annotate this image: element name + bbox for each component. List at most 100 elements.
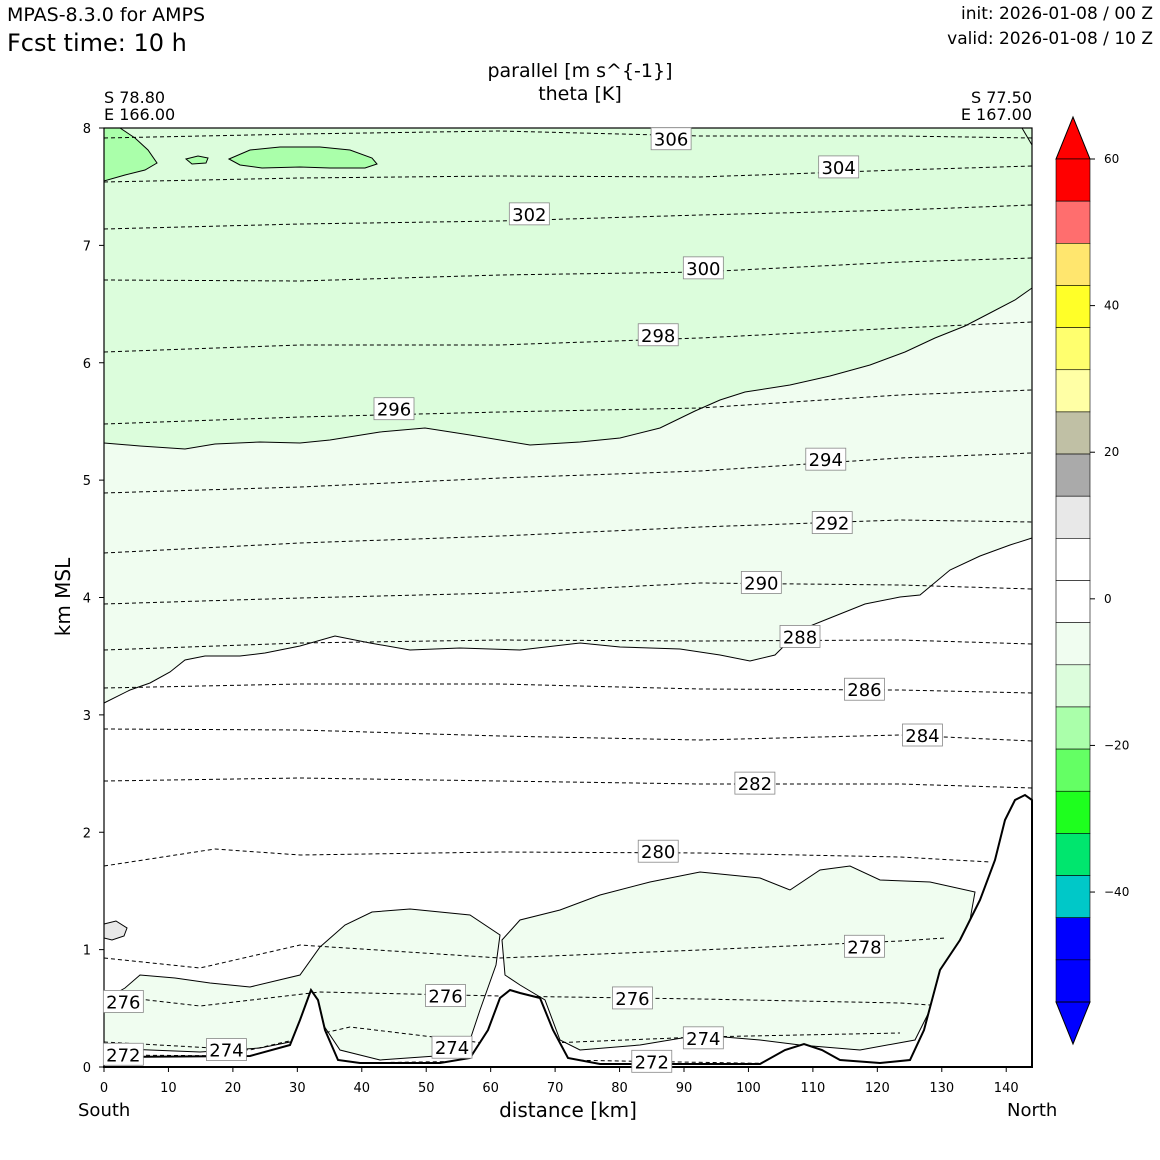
- theta-label-286: 286: [844, 677, 885, 701]
- colorbar-segment: [1055, 453, 1091, 497]
- colorbar-segment: [1055, 875, 1091, 918]
- forecast-time: Fcst time: 10 h: [7, 29, 187, 57]
- wind-contour-lines: [103, 127, 1033, 704]
- theta-label-282: 282: [734, 771, 776, 795]
- theta-label-box: [637, 839, 679, 863]
- x-tick-label: 30: [289, 1081, 306, 1096]
- theta-label-text: 296: [377, 400, 411, 421]
- chart-subtitle: theta [K]: [538, 83, 622, 105]
- theta-line-306: [103, 130, 1033, 139]
- left-endpoint-coordinates: S 78.80 E 166.00: [104, 89, 175, 123]
- theta-label-box: [508, 202, 550, 226]
- theta-contour-labels: 306 304 302 300 298 296 294 292 290 288 286 284 282 2…: [102, 127, 943, 1073]
- colorbar-segment: [1055, 243, 1091, 286]
- right-endpoint-lat: S 77.50: [970, 88, 1032, 107]
- theta-label-text: 290: [744, 573, 778, 594]
- theta-label-296: 296: [373, 397, 415, 421]
- theta-label-304: 304: [818, 155, 860, 179]
- x-tick-label: 140: [994, 1081, 1019, 1096]
- theta-label-box: [682, 1026, 724, 1050]
- right-endpoint-coordinates: S 77.50 E 167.00: [961, 89, 1032, 123]
- theta-label-276: 276: [425, 984, 466, 1008]
- x-tick-label: 10: [160, 1081, 177, 1096]
- theta-label-box: [373, 397, 415, 421]
- theta-label-274: 274: [206, 1038, 247, 1062]
- colorbar-segment: [1055, 790, 1091, 834]
- theta-line-302: [103, 204, 1033, 230]
- theta-line-290: [103, 582, 1033, 605]
- y-tick-label: 4: [83, 592, 91, 607]
- x-tick-label: 100: [736, 1081, 761, 1096]
- theta-line-286: [103, 683, 1033, 694]
- theta-label-text: 276: [428, 987, 462, 1008]
- theta-label-302: 302: [508, 202, 550, 226]
- colorbar-segment: [1055, 833, 1091, 876]
- terrain-outline: [103, 793, 1033, 1068]
- y-axis-label: km MSL: [51, 557, 75, 636]
- colorbar-segment: [1055, 200, 1091, 244]
- theta-line-278: [103, 937, 946, 969]
- colorbar-segment: [1055, 285, 1091, 328]
- wind-contour-upper-boundary: [103, 287, 1033, 450]
- theta-label-text: 284: [905, 726, 939, 747]
- colorbar-segment: [1055, 664, 1091, 708]
- theta-line-296: [103, 389, 1033, 425]
- colorbar-segment: [1055, 327, 1091, 371]
- x-tick-label: 20: [225, 1081, 242, 1096]
- theta-label-text: 298: [641, 326, 675, 347]
- y-tick-label: 1: [83, 944, 91, 959]
- wind-contour-top-right: [1021, 127, 1033, 146]
- y-tick-label: 0: [83, 1061, 91, 1076]
- colorbar-segment: [1055, 748, 1091, 792]
- theta-label-box: [818, 155, 860, 179]
- colorbar-top-arrow: [1055, 115, 1091, 160]
- x-tick-label: 130: [929, 1081, 954, 1096]
- theta-label-box: [650, 127, 692, 151]
- theta-line-280: [103, 848, 991, 867]
- colorbar-segment: [1055, 411, 1091, 455]
- theta-line-292: [103, 519, 1033, 554]
- right-endpoint-lon: E 167.00: [960, 105, 1032, 124]
- theta-label-box: [844, 677, 885, 701]
- theta-label-box: [206, 1038, 247, 1061]
- theta-label-278: 278: [844, 934, 885, 958]
- colorbar: 60 40 20 0 −20 −40: [1055, 115, 1129, 1046]
- theta-label-box: [902, 723, 943, 747]
- chart-title: parallel [m s^{-1}]: [487, 60, 673, 82]
- theta-label-box: [637, 323, 679, 347]
- colorbar-segment: [1055, 495, 1091, 539]
- y-tick-label: 8: [83, 122, 91, 137]
- theta-label-text: 282: [738, 774, 772, 795]
- theta-label-text: 276: [615, 989, 649, 1010]
- theta-label-box: [612, 986, 653, 1010]
- theta-label-box: [102, 1042, 144, 1066]
- fill-region-upper-dark: [104, 128, 1032, 449]
- colorbar-tick-label: −40: [1104, 885, 1129, 899]
- colorbar-segment: [1055, 706, 1091, 750]
- x-axis-label: distance [km]: [499, 1098, 637, 1122]
- theta-label-294: 294: [805, 447, 847, 471]
- theta-label-box: [682, 256, 724, 280]
- theta-line-294: [103, 452, 1033, 494]
- theta-label-box: [734, 771, 776, 795]
- colorbar-segment: [1055, 622, 1091, 666]
- theta-label-280: 280: [637, 839, 679, 863]
- colorbar-bottom-arrow: [1055, 1001, 1091, 1046]
- theta-label-290: 290: [740, 571, 782, 594]
- theta-label-box: [811, 511, 853, 534]
- theta-label-276: 276: [102, 990, 144, 1013]
- theta-label-box: [844, 934, 885, 958]
- theta-label-272: 272: [631, 1049, 673, 1073]
- theta-label-text: 274: [686, 1029, 720, 1050]
- theta-label-300: 300: [682, 256, 724, 280]
- x-tick-label: 90: [676, 1081, 693, 1096]
- theta-isentropes: [103, 130, 1033, 1065]
- colorbar-tick-label: 0: [1104, 592, 1112, 606]
- y-tick-label: 7: [83, 239, 91, 254]
- x-tick-label: 70: [547, 1081, 564, 1096]
- colorbar-segment: [1055, 959, 1091, 1003]
- colorbar-segment: [1055, 369, 1091, 413]
- x-tick-label: 50: [418, 1081, 435, 1096]
- x-tick-label: 60: [482, 1081, 499, 1096]
- theta-label-box: [805, 447, 847, 471]
